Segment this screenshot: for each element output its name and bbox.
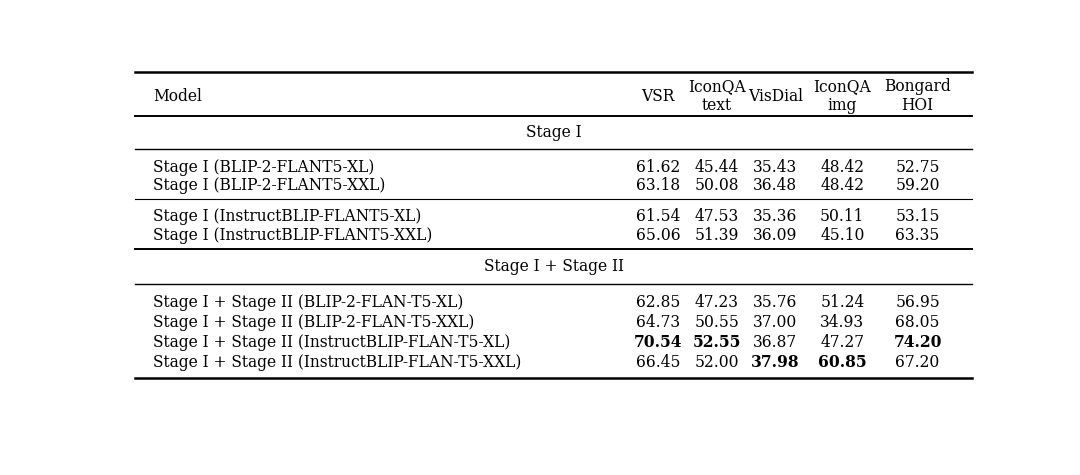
Text: 47.27: 47.27 [821,334,864,351]
Text: Stage I (InstructBLIP-FLANT5-XL): Stage I (InstructBLIP-FLANT5-XL) [153,209,422,225]
Text: 67.20: 67.20 [895,354,940,371]
Text: 37.98: 37.98 [751,354,799,371]
Text: 35.36: 35.36 [753,209,797,225]
Text: 47.23: 47.23 [694,294,739,311]
Text: 74.20: 74.20 [893,334,942,351]
Text: 50.55: 50.55 [694,314,739,331]
Text: 61.54: 61.54 [636,209,680,225]
Text: 51.24: 51.24 [820,294,864,311]
Text: Stage I (BLIP-2-FLANT5-XL): Stage I (BLIP-2-FLANT5-XL) [153,159,375,176]
Text: IconQA
img: IconQA img [813,78,872,114]
Text: Stage I (BLIP-2-FLANT5-XXL): Stage I (BLIP-2-FLANT5-XXL) [153,177,386,194]
Text: 35.76: 35.76 [753,294,797,311]
Text: Stage I + Stage II (InstructBLIP-FLAN-T5-XXL): Stage I + Stage II (InstructBLIP-FLAN-T5… [153,354,522,371]
Text: Model: Model [153,87,202,104]
Text: 51.39: 51.39 [694,227,739,244]
Text: Stage I + Stage II (BLIP-2-FLAN-T5-XXL): Stage I + Stage II (BLIP-2-FLAN-T5-XXL) [153,314,475,331]
Text: Stage I: Stage I [526,124,581,141]
Text: 48.42: 48.42 [821,177,864,194]
Text: Stage I + Stage II (InstructBLIP-FLAN-T5-XL): Stage I + Stage II (InstructBLIP-FLAN-T5… [153,334,511,351]
Text: 36.87: 36.87 [753,334,797,351]
Text: 48.42: 48.42 [821,159,864,176]
Text: 68.05: 68.05 [895,314,940,331]
Text: Stage I + Stage II (BLIP-2-FLAN-T5-XL): Stage I + Stage II (BLIP-2-FLAN-T5-XL) [153,294,463,311]
Text: 45.10: 45.10 [820,227,864,244]
Text: 62.85: 62.85 [636,294,680,311]
Text: VSR: VSR [642,87,675,104]
Text: 65.06: 65.06 [636,227,680,244]
Text: 66.45: 66.45 [636,354,680,371]
Text: 60.85: 60.85 [818,354,866,371]
Text: 63.18: 63.18 [636,177,680,194]
Text: 50.08: 50.08 [694,177,739,194]
Text: Stage I (InstructBLIP-FLANT5-XXL): Stage I (InstructBLIP-FLANT5-XXL) [153,227,433,244]
Text: 34.93: 34.93 [820,314,864,331]
Text: 63.35: 63.35 [895,227,940,244]
Text: Bongard
HOI: Bongard HOI [885,78,951,114]
Text: 45.44: 45.44 [694,159,739,176]
Text: 37.00: 37.00 [753,314,797,331]
Text: 52.75: 52.75 [895,159,940,176]
Text: 61.62: 61.62 [636,159,680,176]
Text: Stage I + Stage II: Stage I + Stage II [484,258,623,275]
Text: 53.15: 53.15 [895,209,940,225]
Text: 36.48: 36.48 [753,177,797,194]
Text: 59.20: 59.20 [895,177,940,194]
Text: 47.53: 47.53 [694,209,739,225]
Text: 56.95: 56.95 [895,294,940,311]
Text: 64.73: 64.73 [636,314,680,331]
Text: 52.55: 52.55 [692,334,741,351]
Text: 52.00: 52.00 [694,354,739,371]
Text: VisDial: VisDial [747,87,802,104]
Text: 36.09: 36.09 [753,227,797,244]
Text: 35.43: 35.43 [753,159,797,176]
Text: 50.11: 50.11 [820,209,864,225]
Text: IconQA
text: IconQA text [688,78,745,114]
Text: 70.54: 70.54 [634,334,683,351]
